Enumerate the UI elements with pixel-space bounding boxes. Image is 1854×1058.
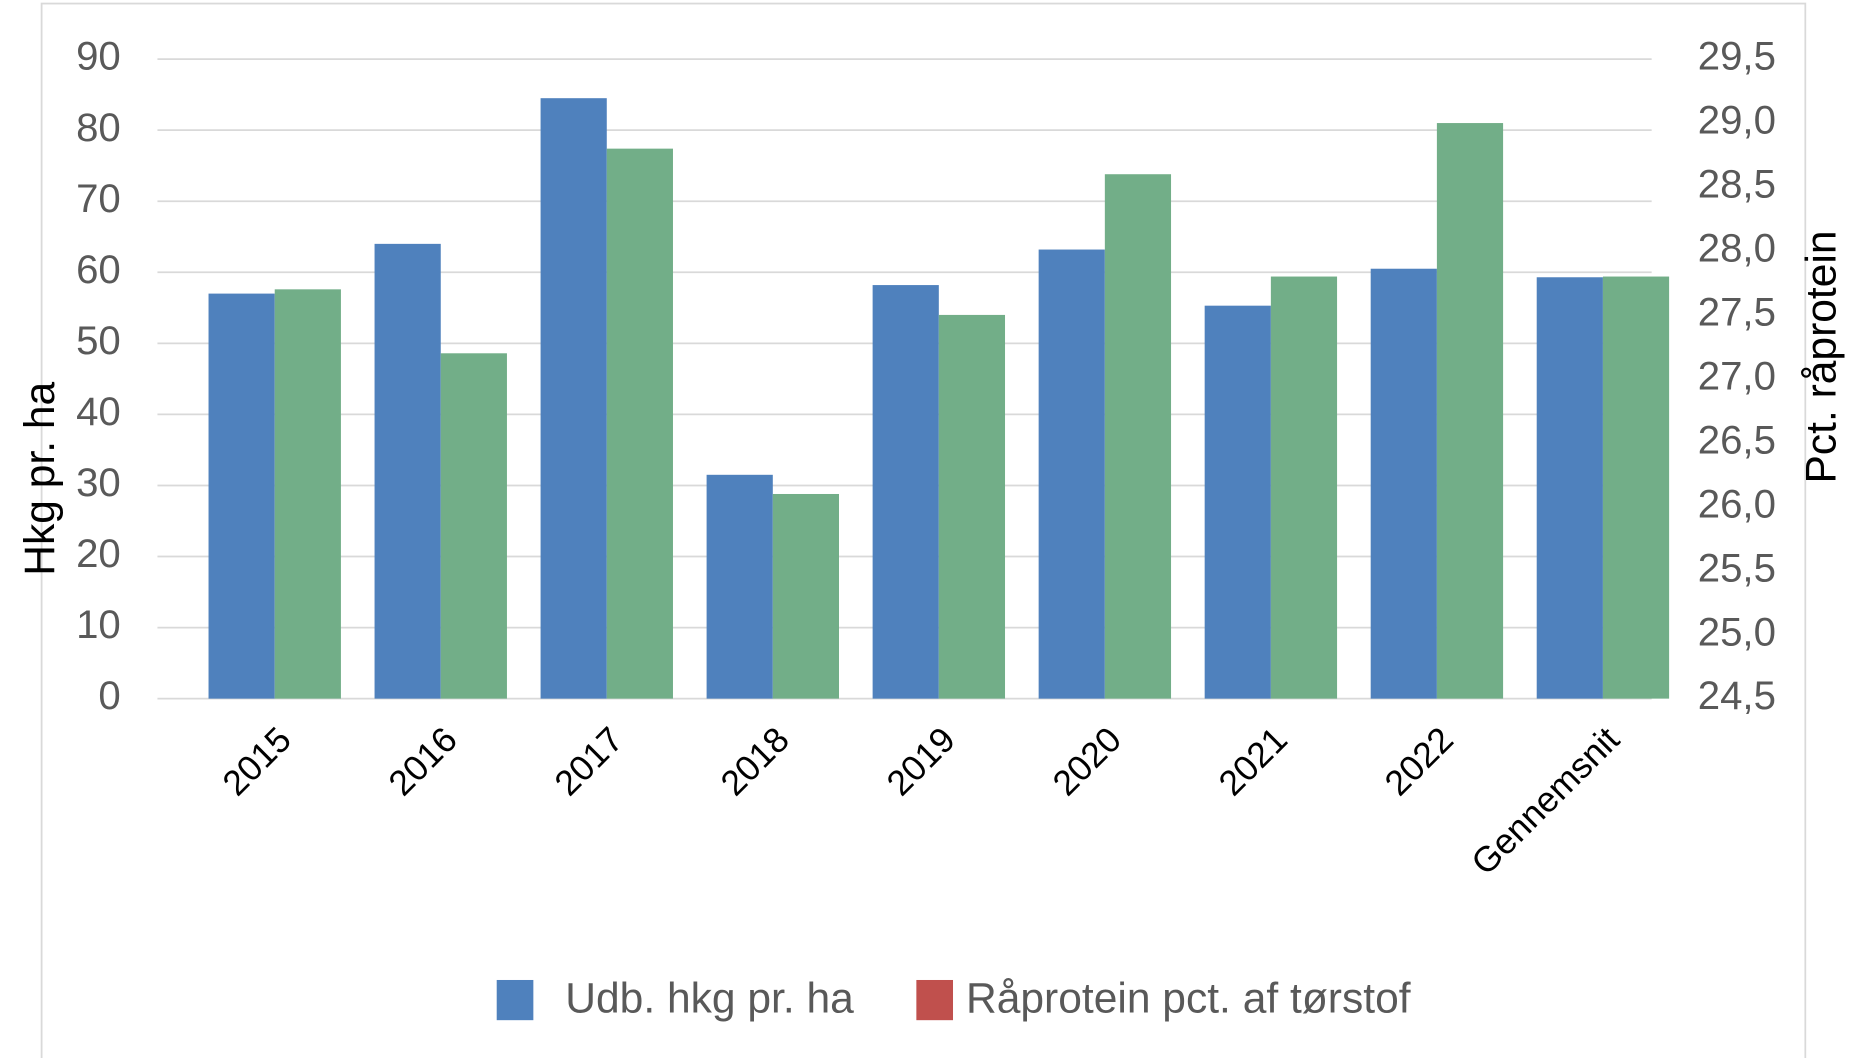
legend-label: Råprotein pct. af tørstof xyxy=(966,974,1411,1022)
bar xyxy=(1038,249,1105,699)
bar xyxy=(1370,268,1437,699)
y2-tick-label: 24,5 xyxy=(1698,673,1776,718)
y2-tick-label: 26,0 xyxy=(1698,481,1776,526)
x-tick-label: 2019 xyxy=(879,719,963,803)
legend-swatch xyxy=(916,979,954,1021)
legend-label: Udb. hkg pr. ha xyxy=(565,974,854,1022)
y-tick-label: 40 xyxy=(76,389,121,434)
chart-border xyxy=(40,2,1807,1058)
bar xyxy=(1104,174,1172,699)
bar xyxy=(772,493,839,699)
x-tick-label: 2015 xyxy=(215,719,299,803)
bar xyxy=(208,293,275,699)
bar xyxy=(374,243,441,699)
bar xyxy=(1436,123,1504,699)
y-tick-label: 50 xyxy=(76,318,121,363)
bar xyxy=(706,474,773,699)
y-tick-label: 90 xyxy=(76,34,121,79)
y2-tick-label: 27,0 xyxy=(1698,353,1776,398)
x-tick-label: 2021 xyxy=(1211,719,1295,803)
x-tick-label: 2018 xyxy=(713,719,797,803)
bar xyxy=(1204,305,1271,699)
y2-tick-label: 29,5 xyxy=(1698,34,1776,79)
y-tick-label: 20 xyxy=(76,531,121,576)
y2-tick-label: 25,0 xyxy=(1698,609,1776,654)
bar xyxy=(938,314,1006,699)
x-tick-label: 2017 xyxy=(547,719,631,803)
y-tick-label: 60 xyxy=(76,247,121,292)
bar xyxy=(274,289,341,699)
y2-tick-label: 29,0 xyxy=(1698,98,1776,143)
y2-tick-label: 25,5 xyxy=(1698,545,1776,590)
x-tick-label: 2020 xyxy=(1045,719,1129,803)
bar xyxy=(1270,276,1338,699)
y-tick-label: 0 xyxy=(98,673,120,718)
y-tick-label: 30 xyxy=(76,460,121,505)
y-tick-label: 80 xyxy=(76,105,121,150)
bar xyxy=(872,285,939,699)
legend-swatch xyxy=(496,979,534,1021)
y2-tick-label: 28,5 xyxy=(1698,162,1776,207)
x-tick-label: 2022 xyxy=(1377,719,1461,803)
y2-tick-label: 26,5 xyxy=(1698,417,1776,462)
y-axis-title: Hkg pr. ha xyxy=(16,381,64,575)
y2-tick-label: 28,0 xyxy=(1698,226,1776,271)
x-tick-label: 2016 xyxy=(381,719,465,803)
bar xyxy=(440,353,507,699)
y-tick-label: 10 xyxy=(76,602,121,647)
x-tick-label: Gennemsnit xyxy=(1464,719,1628,883)
y-tick-label: 70 xyxy=(76,176,121,221)
y2-tick-label: 27,5 xyxy=(1698,290,1776,335)
bar xyxy=(1536,277,1603,699)
bar xyxy=(1602,276,1670,699)
bar xyxy=(540,98,607,699)
bar xyxy=(606,148,673,699)
y2-axis-title: Pct. råprotein xyxy=(1797,230,1845,483)
